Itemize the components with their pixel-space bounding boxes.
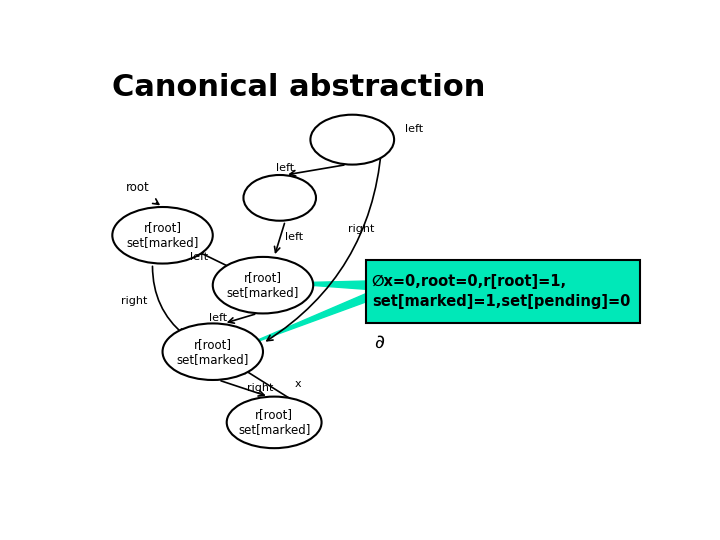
Text: left: left: [405, 124, 423, 134]
Ellipse shape: [163, 323, 263, 380]
Text: right: right: [348, 224, 374, 233]
Ellipse shape: [112, 207, 213, 264]
Text: r[root]
set[marked]: r[root] set[marked]: [227, 271, 300, 299]
Text: Canonical abstraction: Canonical abstraction: [112, 73, 486, 102]
Text: left: left: [276, 163, 294, 173]
Text: left: left: [190, 252, 208, 262]
Text: right: right: [121, 295, 147, 306]
Ellipse shape: [310, 114, 394, 165]
Text: set[marked]=1,set[pending]=0: set[marked]=1,set[pending]=0: [372, 294, 630, 309]
Text: left: left: [284, 232, 302, 242]
Ellipse shape: [213, 257, 313, 313]
Text: r[root]
set[marked]: r[root] set[marked]: [176, 338, 249, 366]
Polygon shape: [235, 294, 366, 349]
Ellipse shape: [243, 175, 316, 221]
Ellipse shape: [227, 396, 322, 448]
Text: left: left: [210, 313, 228, 323]
Text: x: x: [294, 379, 301, 388]
FancyBboxPatch shape: [366, 260, 639, 322]
Text: right: right: [247, 383, 274, 393]
Text: ∂: ∂: [374, 333, 384, 352]
Text: r[root]
set[marked]: r[root] set[marked]: [238, 408, 310, 436]
Text: root: root: [125, 181, 149, 194]
Polygon shape: [281, 281, 366, 289]
Text: ∅x=0,root=0,r[root]=1,: ∅x=0,root=0,r[root]=1,: [372, 274, 567, 288]
Text: r[root]
set[marked]: r[root] set[marked]: [126, 221, 199, 249]
